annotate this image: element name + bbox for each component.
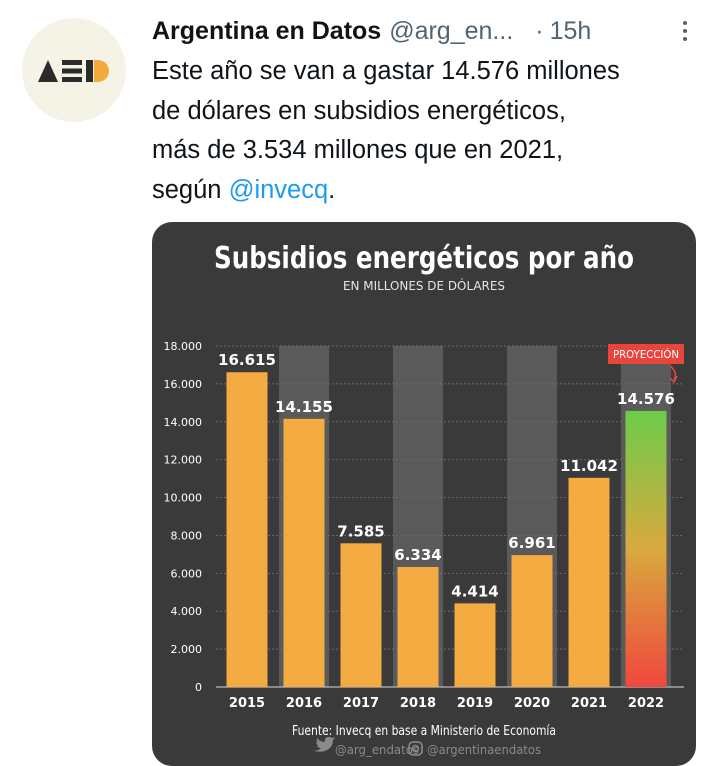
tweet-text-line: de dólares en subsidios energéticos, bbox=[152, 96, 566, 125]
more-options-icon[interactable] bbox=[673, 14, 697, 48]
projection-arrow-icon bbox=[669, 365, 677, 381]
bar-chart: Subsidios energéticos por año EN MILLONE… bbox=[164, 241, 684, 757]
value-label-2017: 7.585 bbox=[337, 522, 384, 540]
tweet-time[interactable]: 15h bbox=[549, 16, 592, 45]
author-handle[interactable]: @arg_en... bbox=[389, 16, 514, 45]
x-tick-label-2021: 2021 bbox=[571, 696, 607, 711]
tweet-header: Argentina en Datos @arg_en... · 15h bbox=[152, 14, 697, 48]
separator-dot: · bbox=[535, 16, 544, 45]
credit-instagram: @argentinaendatos bbox=[427, 743, 541, 757]
value-label-2019: 4.414 bbox=[451, 582, 498, 600]
x-tick-label-2015: 2015 bbox=[229, 696, 265, 711]
x-tick-label-2017: 2017 bbox=[343, 696, 379, 711]
projection-badge bbox=[608, 344, 684, 364]
y-tick-label: 0 bbox=[195, 681, 202, 694]
mention-link[interactable]: @invecq bbox=[228, 175, 329, 204]
bar-2018 bbox=[397, 567, 439, 687]
value-label-2021: 11.042 bbox=[560, 457, 618, 475]
bar-2017 bbox=[340, 543, 382, 687]
bar-2015 bbox=[226, 372, 268, 687]
bar-2019 bbox=[454, 603, 496, 687]
y-tick-label: 8.000 bbox=[171, 529, 203, 542]
value-label-2018: 6.334 bbox=[394, 546, 441, 564]
x-tick-label-2022: 2022 bbox=[628, 696, 664, 711]
tweet-text: Este año se van a gastar 14.576 millones… bbox=[152, 52, 712, 210]
tweet-text-suffix: . bbox=[328, 175, 336, 204]
y-tick-label: 14.000 bbox=[164, 416, 203, 429]
bar-2016 bbox=[283, 418, 325, 687]
value-label-2016: 14.155 bbox=[275, 398, 333, 416]
twitter-icon bbox=[312, 737, 335, 752]
aed-logo-icon bbox=[38, 60, 109, 82]
tweet-text-line: según @invecq. bbox=[152, 171, 712, 211]
y-tick-label: 12.000 bbox=[164, 454, 203, 467]
y-tick-label: 6.000 bbox=[171, 567, 203, 580]
bar-2022 bbox=[625, 410, 667, 687]
y-tick-label: 4.000 bbox=[171, 605, 203, 618]
author-avatar[interactable] bbox=[22, 18, 126, 122]
tweet-text-prefix: según bbox=[152, 175, 229, 204]
value-label-2015: 16.615 bbox=[218, 351, 276, 369]
tweet-image-card[interactable]: Subsidios energéticos por año EN MILLONE… bbox=[152, 222, 696, 766]
value-label-2020: 6.961 bbox=[508, 534, 555, 552]
bar-2021 bbox=[568, 477, 610, 687]
y-tick-label: 16.000 bbox=[164, 378, 203, 391]
projection-label: PROYECCIÓN bbox=[613, 348, 679, 361]
tweet-text-line: Este año se van a gastar 14.576 millones bbox=[152, 57, 620, 85]
tweet-text-line: más de 3.534 millones que en 2021, bbox=[152, 136, 564, 164]
chart-title: Subsidios energéticos por año bbox=[214, 241, 634, 276]
author-name[interactable]: Argentina en Datos bbox=[152, 16, 382, 45]
x-tick-label-2016: 2016 bbox=[286, 696, 322, 711]
x-tick-label-2020: 2020 bbox=[514, 696, 550, 711]
chart-source: Fuente: Invecq en base a Ministerio de E… bbox=[292, 724, 556, 739]
chart-subtitle: EN MILLONES DE DÓLARES bbox=[343, 278, 505, 293]
projection-arrowhead bbox=[669, 375, 678, 384]
credits: @arg_endatos @argentinaendatos bbox=[312, 737, 541, 757]
credit-twitter: @arg_endatos bbox=[335, 743, 419, 757]
y-tick-label: 2.000 bbox=[171, 643, 203, 656]
bar-2020 bbox=[511, 555, 553, 687]
x-tick-label-2019: 2019 bbox=[457, 696, 493, 711]
instagram-icon bbox=[408, 741, 423, 756]
value-label-2022: 14.576 bbox=[617, 390, 675, 408]
y-tick-label: 18.000 bbox=[164, 340, 203, 353]
y-tick-label: 10.000 bbox=[164, 492, 203, 505]
x-tick-label-2018: 2018 bbox=[400, 696, 436, 711]
